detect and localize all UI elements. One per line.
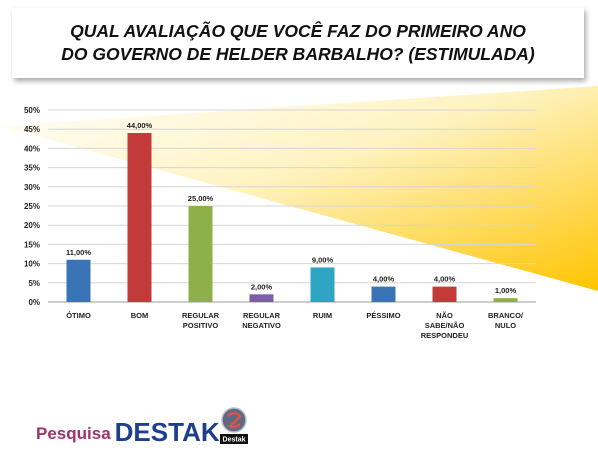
x-tick-label: BOM — [131, 311, 149, 320]
data-label: 1,00% — [495, 286, 517, 295]
x-tick-label: ÓTIMO — [66, 311, 91, 320]
footer-brand: Pesquisa DESTAK — [36, 408, 220, 448]
destak-logo: Destak — [220, 407, 248, 444]
brand-destak: DESTAK — [114, 417, 220, 447]
chart-title: QUAL AVALIAÇÃO QUE VOCÊ FAZ DO PRIMEIRO … — [61, 21, 535, 64]
bar — [432, 286, 457, 302]
y-tick-label: 0% — [28, 298, 40, 307]
data-label: 2,00% — [251, 282, 273, 291]
x-tick-label: REGULAR NEGATIVO — [242, 311, 281, 330]
y-tick-label: 15% — [24, 240, 40, 249]
chart-title-box: QUAL AVALIAÇÃO QUE VOCÊ FAZ DO PRIMEIRO … — [12, 8, 584, 78]
bar — [188, 206, 213, 302]
x-tick-label: REGULAR POSITIVO — [182, 311, 220, 330]
y-tick-label: 25% — [24, 202, 40, 211]
data-label: 44,00% — [127, 121, 153, 130]
x-tick-label: BRANCO/NULO — [488, 311, 524, 330]
x-tick-label: RUIM — [313, 311, 332, 320]
bar — [127, 133, 152, 302]
y-tick-label: 5% — [28, 279, 40, 288]
x-tick-label: PÉSSIMO — [366, 311, 400, 320]
x-tick-label: NÃO SABE/NÃO RESPONDEU — [421, 311, 469, 340]
bar-chart: 11,00% 44,00% 25,00% 2,00% 9,00% 4,00% 4,00% 1,… — [0, 86, 598, 340]
y-tick-label: 45% — [24, 125, 40, 134]
y-tick-label: 10% — [24, 260, 40, 269]
bar — [249, 294, 274, 302]
data-label: 4,00% — [434, 275, 456, 284]
logo-text: Destak — [223, 437, 246, 444]
bar — [310, 267, 335, 302]
y-tick-label: 50% — [24, 106, 40, 115]
y-tick-label: 35% — [24, 164, 40, 173]
data-label: 9,00% — [312, 255, 334, 264]
data-label: 11,00% — [66, 248, 91, 257]
y-tick-label: 20% — [24, 221, 40, 230]
bar — [493, 298, 518, 302]
y-tick-label: 40% — [24, 144, 40, 153]
y-tick-label: 30% — [24, 183, 40, 192]
data-label: 4,00% — [373, 275, 395, 284]
chart-area: 11,00% 44,00% 25,00% 2,00% 9,00% 4,00% 4,00% 1,… — [0, 86, 598, 376]
brand-pesquisa: Pesquisa — [36, 424, 111, 443]
bar — [66, 259, 91, 302]
data-label: 25,00% — [188, 194, 214, 203]
bar — [371, 286, 396, 302]
